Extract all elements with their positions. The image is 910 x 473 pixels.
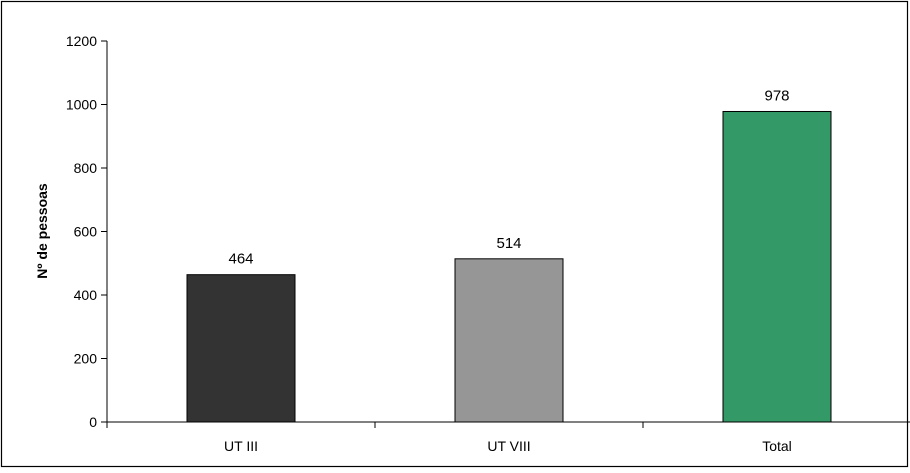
- x-category-label: Total: [762, 438, 792, 454]
- y-tick-label: 600: [74, 224, 98, 240]
- ticks-layer: [101, 40, 644, 428]
- y-axis-title: Nº de pessoas: [34, 183, 50, 279]
- labels-layer: 0 200 400 600 800 1000 1200 464 UT III 514 UT VIII…: [66, 33, 792, 454]
- data-label: 978: [764, 87, 789, 104]
- bars-layer: [186, 110, 832, 423]
- bar: [722, 110, 832, 423]
- y-tick-label: 1000: [66, 97, 97, 113]
- data-label: 464: [228, 251, 253, 268]
- data-label: 514: [496, 235, 521, 252]
- x-category-label: UT VIII: [487, 438, 530, 454]
- y-tick-label: 400: [74, 287, 98, 303]
- y-tick-label: 1200: [66, 33, 97, 49]
- bar: [186, 274, 296, 423]
- y-tick-label: 0: [89, 414, 97, 430]
- y-tick-label: 800: [74, 160, 98, 176]
- bar: [454, 258, 564, 423]
- x-category-label: UT III: [224, 438, 258, 454]
- y-tick-label: 200: [74, 351, 98, 367]
